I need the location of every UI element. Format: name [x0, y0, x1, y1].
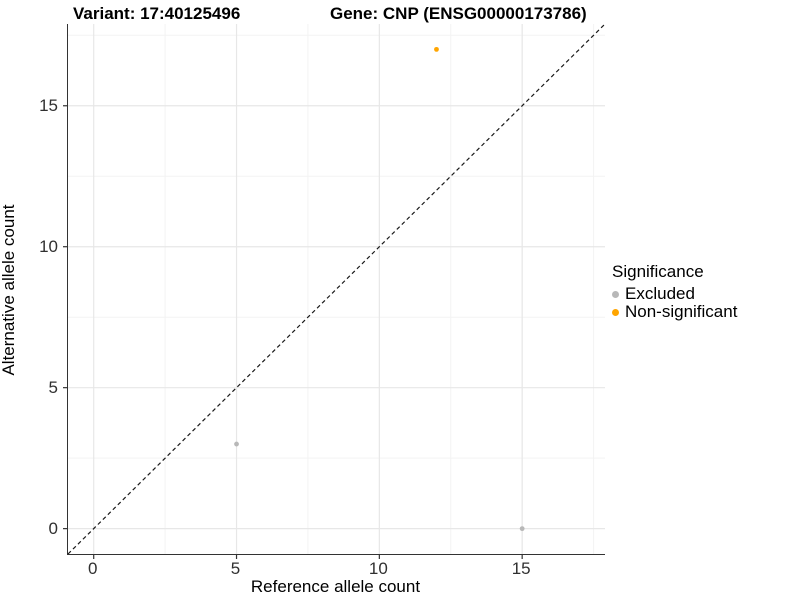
- x-tick-label: 0: [87, 559, 98, 578]
- legend: Significance Excluded Non-significant: [612, 262, 797, 321]
- legend-title: Significance: [612, 262, 704, 281]
- y-tick-label: 5: [48, 377, 58, 397]
- legend-item-non-significant: Non-significant: [612, 302, 797, 321]
- legend-item-label: Excluded: [625, 284, 695, 303]
- plot-canvas: [63, 23, 606, 559]
- legend-item-excluded: Excluded: [612, 284, 797, 303]
- x-tick-label: 10: [368, 559, 388, 578]
- plot-title-variant: Variant: 17:40125496: [73, 4, 241, 23]
- x-tick-label: 15: [511, 559, 531, 578]
- plot-panel: [63, 23, 606, 559]
- excluded-point-icon: [612, 290, 619, 298]
- plot-title-gene: Gene: CNP (ENSG00000173786): [330, 4, 587, 23]
- y-tick-label: 15: [39, 95, 58, 115]
- y-tick-label: 10: [39, 236, 58, 256]
- data-point-excluded: [234, 441, 239, 447]
- non-significant-point-icon: [612, 308, 619, 316]
- legend-item-label: Non-significant: [625, 302, 738, 321]
- identity-line: [67, 23, 606, 555]
- x-tick-label: 5: [230, 559, 241, 578]
- data-point-excluded: [519, 526, 525, 532]
- x-axis-title: Reference allele count: [250, 577, 421, 596]
- data-point-non-significant: [434, 46, 439, 52]
- y-tick-label: 0: [48, 518, 58, 538]
- plot-title-row: Variant: 17:40125496 Gene: CNP (ENSG0000…: [0, 4, 800, 26]
